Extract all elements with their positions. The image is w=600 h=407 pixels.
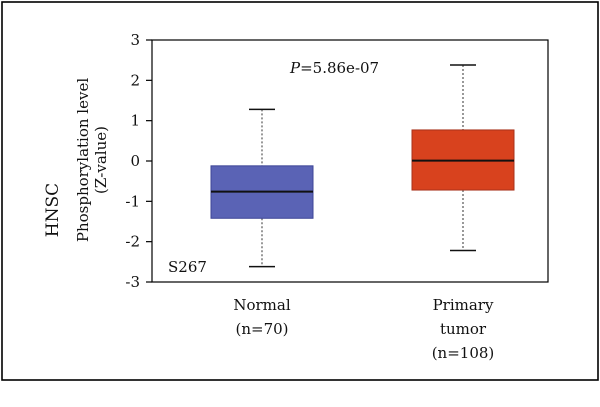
y-tick-label: 3 <box>130 31 140 49</box>
x-axis-labels: Normal (n=70) Primary tumor (n=108) <box>233 296 494 362</box>
row-label: HNSC <box>43 183 63 237</box>
x-category-label: (n=70) <box>235 320 288 338</box>
box-normal <box>210 108 314 268</box>
y-tick-label: 1 <box>130 112 140 130</box>
x-category-label: Normal <box>233 296 290 314</box>
y-axis-title-line2: (Z-value) <box>92 126 110 194</box>
y-tick-label: -1 <box>125 192 140 210</box>
site-label: S267 <box>168 258 207 276</box>
y-tick-label: -3 <box>125 273 140 291</box>
p-value-text: =5.86e-07 <box>300 59 379 77</box>
x-category-label: tumor <box>440 320 487 338</box>
y-tick-label: 2 <box>130 71 140 89</box>
y-axis-title-line1: Phosphorylation level <box>74 78 92 242</box>
x-category-label: (n=108) <box>432 344 495 362</box>
y-axis: 3 2 1 0 -1 -2 -3 <box>125 31 152 291</box>
box-plot-series <box>210 64 515 268</box>
p-value-annotation: P=5.86e-07 <box>289 59 379 77</box>
box-tumor <box>411 64 515 252</box>
p-value-prefix: P <box>289 59 301 77</box>
x-category-label: Primary <box>433 296 494 314</box>
y-tick-label: 0 <box>130 152 140 170</box>
outer-frame <box>1 1 599 381</box>
y-tick-label: -2 <box>125 233 140 251</box>
